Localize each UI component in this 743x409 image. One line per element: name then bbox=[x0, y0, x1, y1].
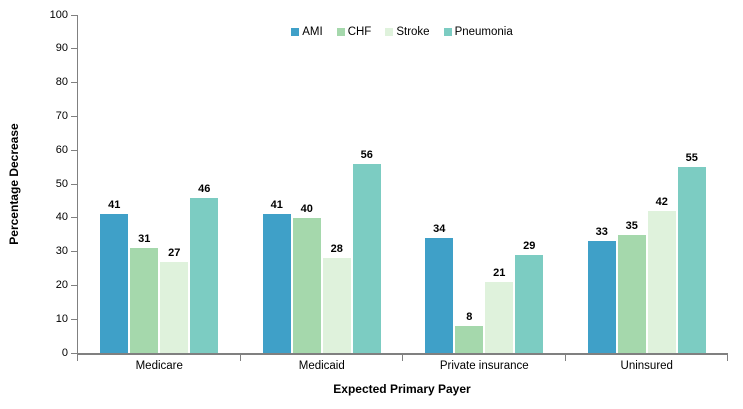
bar-value-label: 42 bbox=[655, 196, 668, 209]
y-axis-tick-label: 20 bbox=[55, 278, 68, 291]
x-axis-category-label: Medicare bbox=[135, 360, 183, 372]
y-axis-tick-mark bbox=[71, 284, 77, 286]
y-axis-tick-label: 60 bbox=[55, 143, 68, 156]
x-axis-title: Expected Primary Payer bbox=[333, 382, 471, 396]
legend-item-pneumonia: Pneumonia bbox=[443, 26, 513, 38]
bar-value-label: 46 bbox=[198, 182, 211, 195]
plot-area: 41 31 27 46 Medicare 41 40 28 56 Medicaid 34 8 21 29 P… bbox=[77, 15, 728, 372]
bar-group-private-insurance: 34 8 21 29 Private insurance bbox=[403, 15, 566, 372]
bar-chf-medicaid: 40 bbox=[292, 203, 321, 353]
y-axis-tick-mark bbox=[71, 14, 77, 16]
y-axis-tick-mark bbox=[71, 48, 77, 50]
bar-ami-uninsured: 33 bbox=[587, 226, 616, 353]
bar-ami-private-insurance: 34 bbox=[425, 223, 454, 353]
bar-stroke-medicaid: 28 bbox=[322, 243, 351, 353]
y-axis-tick-mark bbox=[71, 251, 77, 253]
bar-value-label: 29 bbox=[523, 239, 536, 252]
y-axis-tick-label: 30 bbox=[55, 245, 68, 258]
legend-item-ami: AMI bbox=[291, 26, 323, 38]
bar-value-label: 8 bbox=[466, 310, 473, 323]
bar-stroke-medicare: 27 bbox=[160, 247, 189, 353]
bar-group-uninsured: 33 35 42 55 Uninsured bbox=[566, 15, 728, 372]
legend-item-stroke: Stroke bbox=[385, 26, 430, 38]
bar-cluster: 34 8 21 29 bbox=[425, 223, 544, 353]
y-axis-tick-label: 100 bbox=[49, 8, 68, 21]
bar-chf-private-insurance: 8 bbox=[455, 311, 484, 353]
bar-chf-medicare: 31 bbox=[130, 233, 159, 353]
bar-value-label: 40 bbox=[300, 202, 313, 215]
bar-value-label: 34 bbox=[433, 223, 446, 236]
y-axis-tick-label: 40 bbox=[55, 211, 68, 224]
y-axis-tick-label: 90 bbox=[55, 42, 68, 55]
y-axis-tick-mark bbox=[71, 217, 77, 219]
y-axis-tick-label: 80 bbox=[55, 76, 68, 89]
legend: AMI CHF Stroke Pneumonia bbox=[77, 26, 727, 38]
bar-value-label: 41 bbox=[108, 199, 121, 212]
y-axis-tick-mark bbox=[71, 318, 77, 320]
bar-stroke-private-insurance: 21 bbox=[485, 267, 514, 353]
bar-pneumonia-private-insurance: 29 bbox=[515, 240, 544, 353]
x-axis-tick-mark bbox=[402, 355, 403, 361]
bar-ami-medicaid: 41 bbox=[262, 199, 291, 353]
legend-label: Stroke bbox=[396, 26, 430, 38]
x-axis-tick-mark bbox=[239, 355, 241, 361]
y-axis-title: Percentage Decrease bbox=[7, 123, 21, 245]
x-axis-tick-mark bbox=[564, 355, 566, 361]
bar-group-medicaid: 41 40 28 56 Medicaid bbox=[241, 15, 403, 372]
legend-label: AMI bbox=[302, 26, 323, 38]
legend-label: Pneumonia bbox=[454, 26, 513, 38]
bar-value-label: 35 bbox=[625, 219, 638, 232]
bar-group-medicare: 41 31 27 46 Medicare bbox=[77, 15, 241, 372]
bar-pneumonia-uninsured: 55 bbox=[677, 152, 706, 353]
y-axis-tick-label: 0 bbox=[61, 346, 68, 359]
y-axis-tick-mark bbox=[71, 115, 77, 117]
legend-swatch-icon bbox=[336, 28, 345, 36]
y-axis-tick-label: 70 bbox=[55, 109, 68, 122]
y-axis-tick-mark bbox=[71, 82, 77, 84]
x-axis-category-label: Private insurance bbox=[439, 360, 529, 372]
bar-value-label: 21 bbox=[493, 267, 506, 280]
bar-value-label: 41 bbox=[270, 199, 283, 212]
bar-cluster: 33 35 42 55 bbox=[587, 152, 706, 353]
bar-value-label: 31 bbox=[138, 233, 151, 246]
bar-cluster: 41 40 28 56 bbox=[262, 149, 381, 353]
bar-pneumonia-medicaid: 56 bbox=[352, 149, 381, 353]
bar-value-label: 55 bbox=[685, 152, 698, 165]
bar-pneumonia-medicare: 46 bbox=[190, 183, 219, 353]
x-axis-category-label: Medicaid bbox=[298, 360, 345, 372]
x-axis-tick-mark bbox=[77, 355, 78, 361]
legend-swatch-icon bbox=[291, 28, 300, 36]
bar-value-label: 27 bbox=[168, 246, 181, 259]
bar-chf-uninsured: 35 bbox=[617, 220, 646, 353]
x-axis-category-label: Uninsured bbox=[620, 360, 673, 372]
y-axis-tick-label: 50 bbox=[55, 177, 68, 190]
bar-value-label: 28 bbox=[330, 243, 343, 256]
bar-value-label: 56 bbox=[360, 148, 373, 161]
legend-item-chf: CHF bbox=[336, 26, 372, 38]
y-axis-tick-mark bbox=[71, 183, 77, 185]
legend-swatch-icon bbox=[443, 28, 452, 36]
y-axis-tick-mark bbox=[71, 149, 77, 151]
legend-swatch-icon bbox=[385, 28, 394, 36]
x-axis-tick-mark bbox=[727, 355, 728, 361]
y-axis-tick-label: 10 bbox=[55, 312, 68, 325]
bar-ami-medicare: 41 bbox=[100, 199, 129, 353]
bar-value-label: 33 bbox=[595, 226, 608, 239]
bar-stroke-uninsured: 42 bbox=[647, 196, 676, 353]
bar-cluster: 41 31 27 46 bbox=[100, 183, 219, 353]
legend-label: CHF bbox=[347, 26, 372, 38]
y-axis-tick-mark bbox=[71, 352, 77, 354]
